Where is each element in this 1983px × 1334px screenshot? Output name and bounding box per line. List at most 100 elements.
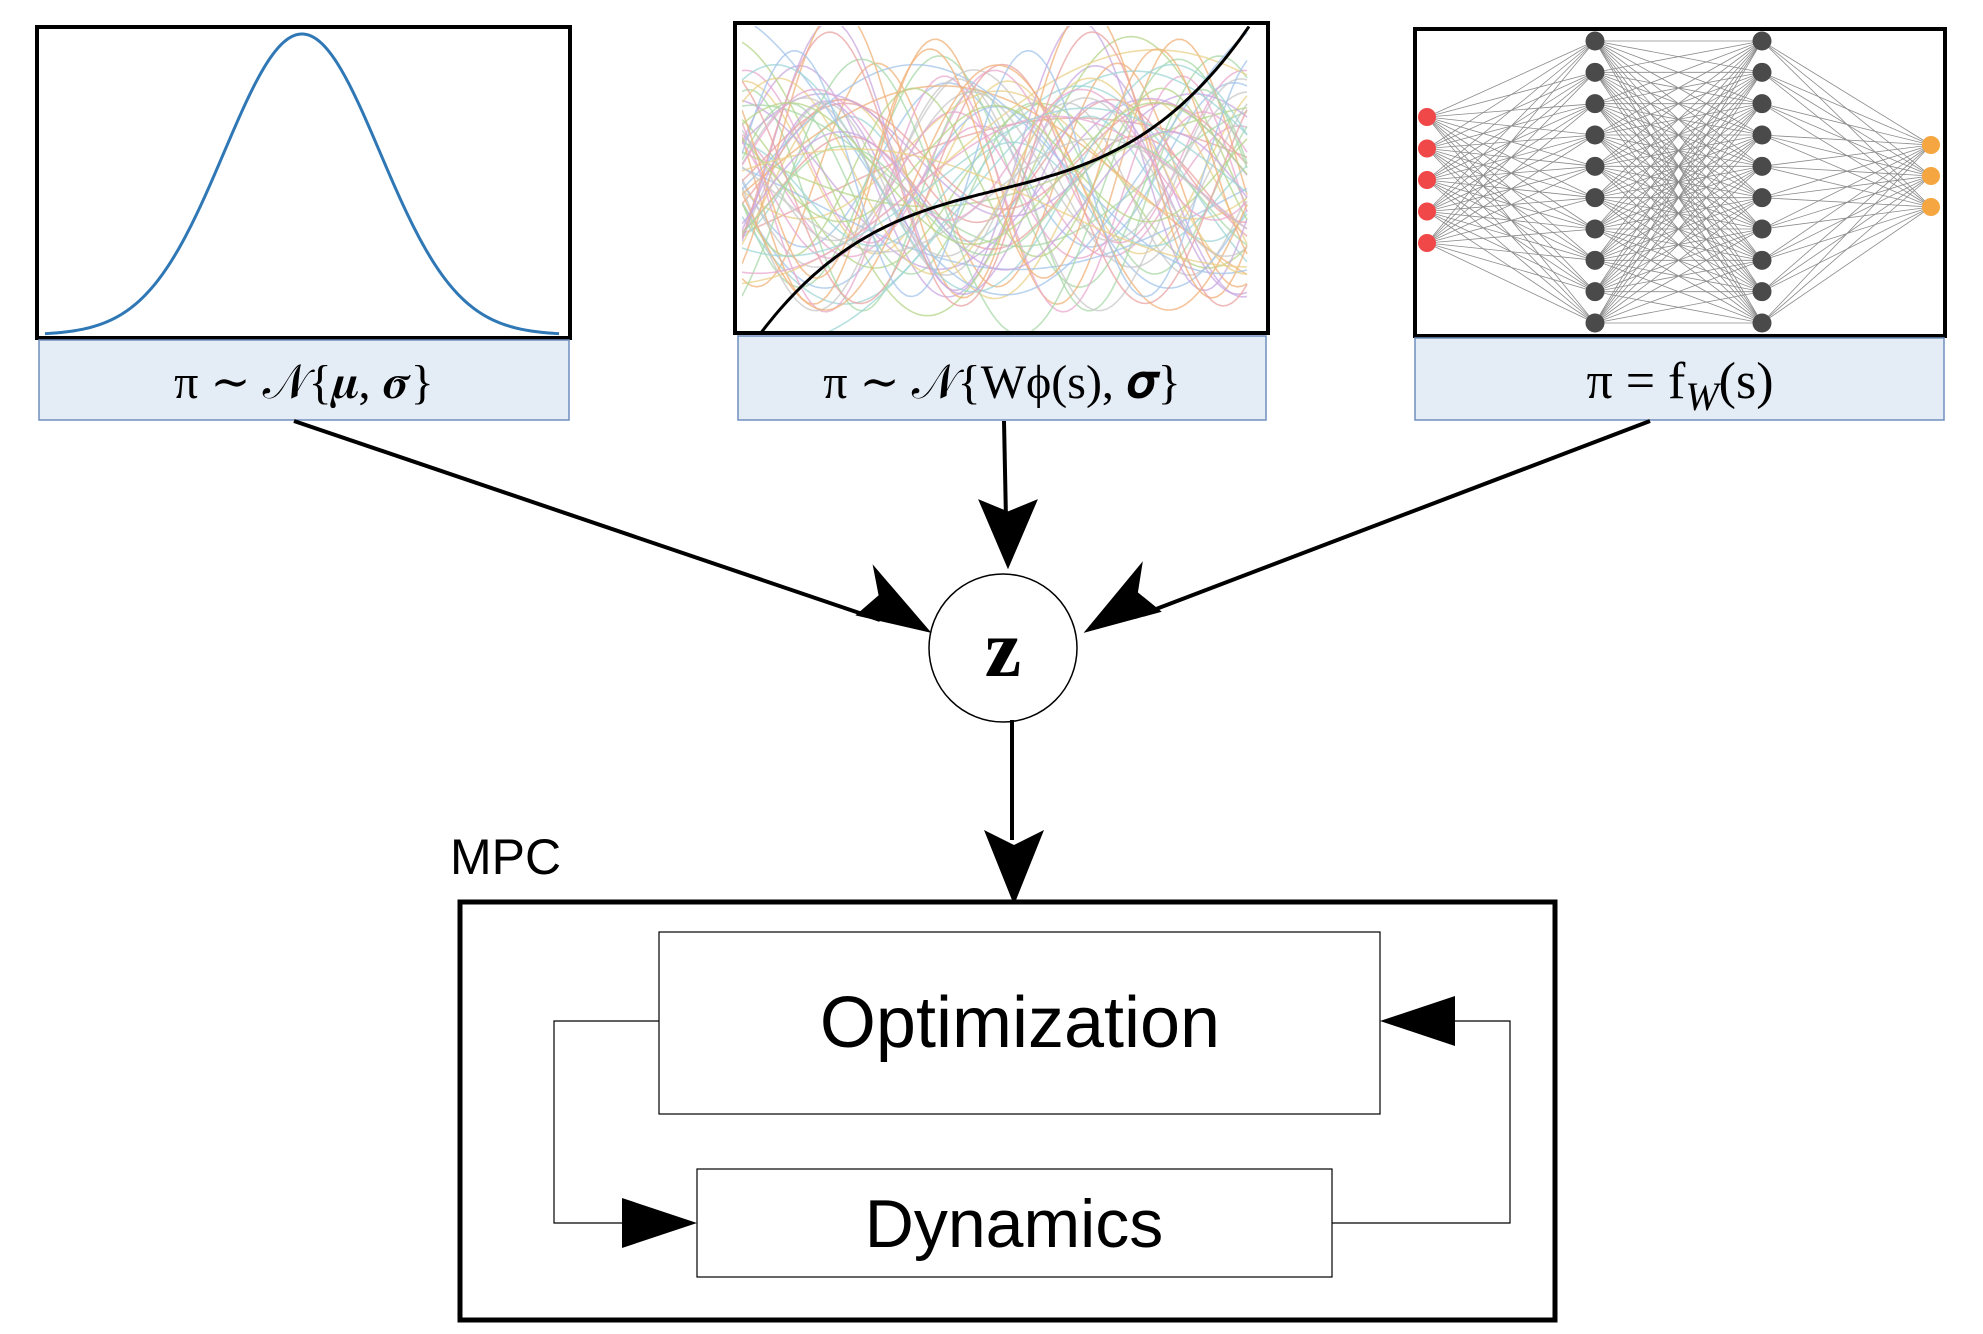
basis-function-line: [742, 102, 1248, 269]
hidden-node: [1752, 62, 1772, 82]
network-edge: [1761, 144, 1932, 230]
basis-panel: π ∼ 𝒩{Wϕ(s), 𝝈}: [733, 21, 1270, 421]
network-edge: [1594, 40, 1763, 230]
hidden-node: [1585, 94, 1605, 114]
basis-function-line: [753, 26, 1248, 296]
network-edge: [1594, 40, 1763, 324]
network-edge: [1594, 259, 1763, 324]
network-edge: [1594, 103, 1763, 324]
arrowhead-basis: [978, 499, 1038, 570]
network-caption-main: π = f: [1586, 353, 1686, 410]
basis-caption-box: [737, 335, 1267, 421]
basis-function-line: [742, 97, 1248, 271]
basis-function-line: [742, 88, 1248, 312]
basis-function-line: [742, 77, 1248, 275]
network-edge: [1594, 72, 1763, 324]
arrowhead-mpc: [984, 830, 1044, 905]
hidden-node: [1585, 250, 1605, 270]
basis-function-line: [742, 63, 1248, 293]
basis-function-line: [742, 63, 1248, 305]
network-edge: [1426, 40, 1596, 212]
dynamics-box: [696, 1168, 1333, 1278]
network-edge: [1426, 197, 1596, 244]
input-node: [1418, 108, 1436, 126]
optimization-box: [658, 931, 1381, 1115]
network-edge: [1761, 40, 1932, 146]
network-edge: [1426, 72, 1596, 244]
basis-function-line: [742, 102, 1248, 246]
latent-label: z: [985, 603, 1021, 694]
network-edge: [1426, 165, 1596, 244]
hidden-node: [1752, 282, 1772, 302]
optimization-label: Optimization: [820, 983, 1220, 1063]
gaussian-plot-frame: [35, 25, 572, 340]
input-node: [1418, 234, 1436, 252]
network-edge: [1761, 144, 1932, 292]
hidden-node: [1585, 282, 1605, 302]
basis-function-line: [742, 111, 1248, 259]
basis-function-line: [742, 115, 1248, 275]
basis-function-line: [742, 125, 1248, 258]
network-edge: [1761, 144, 1932, 261]
gaussian-caption: π ∼ 𝒩{𝝁, 𝝈}: [174, 356, 434, 409]
network-edge: [1426, 40, 1596, 149]
network-edge: [1594, 40, 1763, 136]
hidden-node: [1752, 125, 1772, 145]
hidden-node: [1752, 313, 1772, 333]
network-edge: [1761, 175, 1932, 324]
basis-function-line: [742, 31, 1248, 307]
network-edge: [1761, 206, 1932, 324]
network-edge: [1594, 40, 1763, 261]
basis-function-line: [742, 80, 1248, 255]
network-edges: [1426, 40, 1932, 324]
optimization-to-dynamics-line: [553, 1020, 659, 1224]
basis-function-line: [742, 148, 1248, 268]
arrowhead-network: [1083, 561, 1162, 633]
basis-function-line: [742, 69, 1248, 244]
hidden-node: [1585, 156, 1605, 176]
network-edge: [1594, 228, 1763, 324]
network-edge: [1594, 197, 1763, 324]
network-edge: [1594, 40, 1763, 73]
network-edge: [1761, 144, 1932, 324]
input-node: [1418, 139, 1436, 158]
basis-function-line: [742, 105, 1248, 289]
mpc-block: MPC Optimization Dynamics: [450, 829, 1558, 1323]
latent-circle: [928, 573, 1078, 723]
gaussian-caption-box: [38, 339, 570, 421]
hidden-node: [1585, 62, 1605, 82]
dynamics-label: Dynamics: [865, 1186, 1164, 1262]
basis-function-line: [742, 77, 1248, 312]
arrow-gaussian-to-z: [293, 419, 881, 622]
basis-function-line: [742, 97, 1248, 258]
network-edge: [1426, 228, 1596, 244]
basis-function-line: [742, 91, 1248, 242]
basis-function-line: [742, 100, 1248, 296]
basis-function-line: [742, 107, 1248, 257]
network-edge: [1761, 103, 1932, 146]
network-edge: [1761, 144, 1932, 199]
hidden-node: [1752, 156, 1772, 176]
basis-function-lines: [742, 26, 1248, 331]
basis-function-line: [742, 26, 1248, 292]
input-node: [1418, 202, 1436, 221]
network-edge: [1761, 144, 1932, 167]
basis-caption: π ∼ 𝒩{Wϕ(s), 𝝈}: [823, 356, 1181, 409]
latent-node: z: [928, 573, 1078, 723]
basis-function-line: [742, 64, 1248, 311]
network-edge: [1426, 103, 1596, 244]
basis-function-line: [742, 48, 1248, 280]
network-edge: [1761, 71, 1932, 146]
basis-function-line: [742, 70, 1248, 331]
gaussian-curve: [44, 32, 560, 336]
network-edge: [1594, 40, 1763, 105]
basis-function-line: [742, 102, 1248, 275]
network-edge: [1426, 242, 1596, 324]
network-edge: [1594, 40, 1763, 292]
network-caption-tail: (s): [1719, 353, 1774, 410]
hidden-node: [1752, 31, 1772, 51]
basis-function-line: [742, 104, 1248, 223]
output-node: [1922, 136, 1940, 154]
network-edge: [1426, 242, 1596, 293]
network-caption-box: [1414, 337, 1945, 421]
